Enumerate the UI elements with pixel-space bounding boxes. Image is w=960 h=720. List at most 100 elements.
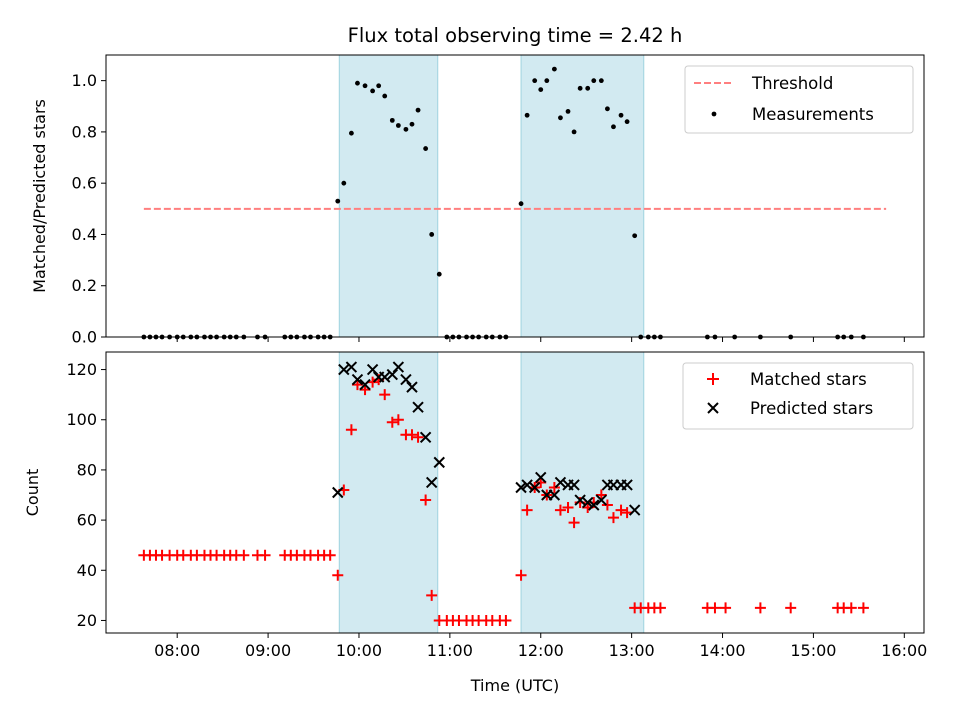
top-chart-title: Flux total observing time = 2.42 h [348, 24, 683, 47]
measurement-point [403, 126, 409, 132]
predicted-star-point [621, 479, 633, 491]
matched-star-point [379, 389, 391, 401]
matched-star-point [554, 504, 566, 516]
measurement-point [558, 115, 563, 121]
predicted-star-point [548, 489, 561, 501]
measurement-point [538, 87, 544, 93]
y-tick-label: 0.0 [72, 328, 97, 347]
measurement-point [585, 85, 591, 91]
matched-star-point [607, 512, 619, 524]
matched-star-point [568, 517, 580, 529]
measurement-point [551, 66, 557, 72]
measurement-point [423, 146, 429, 151]
predicted-star-point [366, 363, 379, 376]
x-tick-label: 08:00 [154, 641, 200, 660]
matched-star-point [406, 429, 418, 441]
predicted-star-point [528, 481, 541, 494]
legend-threshold-label: Threshold [751, 74, 833, 93]
y-tick-label: 20 [77, 611, 97, 630]
matched-star-point [259, 549, 271, 561]
measurement-point [577, 85, 583, 91]
measurement-point [591, 78, 597, 84]
matched-star-point [845, 602, 857, 614]
y-tick-label: 0.4 [72, 225, 97, 244]
bottom-panel: 20 40 60 80 100 120 08:00 09:00 10:00 11:00 12:00… [23, 351, 927, 695]
predicted-star-point [351, 373, 364, 386]
measurement-point [565, 109, 571, 114]
measurement-point [611, 124, 616, 130]
bottom-legend-box [682, 362, 914, 430]
predicted-star-point [574, 494, 586, 506]
matched-star-point [785, 602, 797, 614]
matched-star-point [615, 504, 627, 516]
measurement-point [436, 271, 442, 277]
x-tick-label: 16:00 [881, 641, 927, 660]
measurement-point [632, 233, 638, 239]
bottom-y-axis-label: Count [23, 469, 42, 517]
matched-star-point [238, 549, 250, 561]
bottom-legend: Matched stars Predicted stars [682, 362, 914, 430]
predicted-star-point [568, 479, 580, 491]
measurement-point [532, 78, 538, 84]
y-tick-label: 0.8 [72, 122, 97, 141]
predicted-star-point [535, 471, 547, 484]
top-axes-frame [105, 54, 925, 338]
shaded-interval [338, 351, 439, 634]
matched-star-point [857, 602, 869, 614]
predicted-star-point [425, 476, 438, 489]
y-tick-label: 120 [66, 360, 97, 379]
predicted-star-point [582, 496, 594, 509]
legend-predicted-swatch [707, 402, 719, 414]
shaded-interval [338, 54, 439, 338]
matched-star-point [420, 494, 432, 506]
matched-star-point [515, 569, 527, 581]
x-tick-label: 12:00 [518, 641, 564, 660]
measurement-point [362, 83, 368, 89]
measurement-point [571, 129, 577, 135]
predicted-star-point [515, 481, 527, 494]
predicted-star-point [419, 431, 432, 444]
legend-measurements-swatch [711, 111, 717, 117]
x-tick-label: 15:00 [790, 641, 836, 660]
measurement-point [518, 201, 524, 207]
bottom-series [138, 361, 869, 626]
bottom-x-axis-label: Time (UTC) [470, 676, 559, 695]
matched-star-point [412, 431, 424, 443]
top-panel: 0.0 0.2 0.4 0.6 0.8 1.0 Flux total observing … [30, 24, 925, 347]
measurement-point [598, 78, 604, 84]
matched-star-point [426, 589, 438, 601]
measurement-point [355, 80, 360, 86]
y-tick-label: 100 [66, 410, 97, 429]
y-tick-label: 1.0 [72, 71, 97, 90]
matched-star-point [345, 424, 357, 436]
predicted-star-point [338, 363, 350, 376]
legend-matched-swatch [707, 373, 719, 385]
matched-star-point [500, 614, 512, 626]
legend-predicted-label: Predicted stars [750, 399, 873, 418]
legend-matched-label: Matched stars [750, 370, 867, 389]
predicted-star-point [554, 476, 567, 489]
x-tick-label: 09:00 [245, 641, 291, 660]
measurement-point [370, 88, 376, 94]
matched-star-point [709, 602, 721, 614]
measurement-point [335, 198, 341, 204]
predicted-star-point [595, 494, 608, 506]
legend-measurements-label: Measurements [752, 105, 874, 124]
top-legend: Threshold Measurements [684, 65, 914, 134]
bottom-axes-frame [105, 351, 925, 634]
matched-star-point [548, 481, 560, 493]
y-tick-label: 0.2 [72, 276, 97, 295]
predicted-star-point [628, 504, 641, 516]
measurement-point [429, 232, 435, 237]
top-y-axis-label: Matched/Predicted stars [30, 99, 49, 293]
measurement-point [395, 123, 401, 128]
y-tick-label: 40 [77, 561, 97, 580]
y-tick-label: 80 [77, 460, 97, 479]
x-tick-label: 13:00 [609, 641, 655, 660]
measurement-point [341, 180, 347, 186]
y-tick-label: 0.6 [72, 174, 97, 193]
matched-star-point [392, 414, 404, 426]
legend-plus-mark [707, 373, 719, 385]
measurement-point [618, 112, 624, 118]
measurement-point [382, 93, 388, 99]
